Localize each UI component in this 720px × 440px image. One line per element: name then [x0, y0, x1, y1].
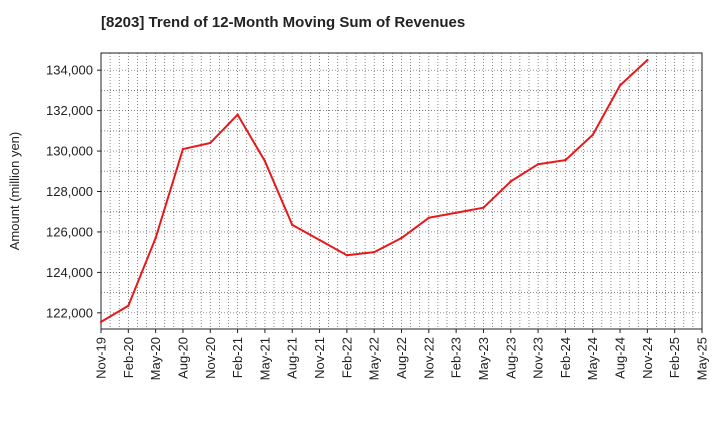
x-tick-label: Aug-24 [613, 337, 628, 379]
x-tick-label: Feb-24 [558, 337, 573, 378]
data-point [646, 58, 649, 62]
x-tick-label: Aug-20 [175, 337, 190, 379]
chart-title: [8203] Trend of 12-Month Moving Sum of R… [101, 14, 466, 31]
x-tick-label: Nov-21 [312, 337, 327, 379]
x-tick-label: Feb-21 [230, 337, 245, 378]
x-tick-label: May-24 [585, 337, 600, 380]
data-point [454, 211, 458, 214]
x-tick-label: May-25 [695, 337, 710, 380]
y-tick-label: 132,000 [46, 103, 93, 118]
y-tick-label: 122,000 [46, 305, 93, 320]
data-point [127, 304, 130, 307]
x-tick-label: Aug-21 [285, 337, 300, 379]
x-axis: Nov-19 Feb-20 May-20 Aug-20 Nov-20 Feb-21 May-… [94, 329, 710, 380]
grid-lines [101, 53, 702, 329]
data-point [482, 206, 485, 209]
data-point [618, 84, 622, 87]
x-tick-label: May-23 [476, 337, 491, 380]
x-tick-label: Feb-22 [339, 337, 354, 378]
data-point [591, 133, 594, 137]
data-point [236, 113, 239, 116]
x-tick-label: Nov-19 [94, 337, 109, 379]
x-tick-label: Aug-22 [394, 337, 409, 379]
y-axis: 122,000 124,000 126,000 128,000 130,000 132,0… [46, 63, 101, 320]
x-tick-label: Feb-23 [449, 337, 464, 378]
y-tick-label: 134,000 [46, 63, 93, 78]
x-tick-label: Feb-20 [121, 337, 136, 378]
x-tick-label: May-21 [257, 337, 272, 380]
data-point [345, 253, 349, 257]
data-point [564, 158, 567, 162]
y-tick-label: 128,000 [46, 184, 93, 199]
data-point [263, 159, 267, 163]
data-point [181, 147, 185, 151]
y-tick-label: 126,000 [46, 224, 93, 239]
x-tick-label: Feb-25 [667, 337, 682, 378]
x-tick-label: Aug-23 [503, 337, 518, 379]
x-tick-label: Nov-24 [640, 337, 655, 379]
data-point [536, 163, 540, 166]
x-tick-label: Nov-20 [203, 337, 218, 379]
x-tick-label: Nov-23 [531, 337, 546, 379]
data-point [400, 236, 403, 240]
x-tick-label: May-20 [148, 337, 163, 380]
data-point [509, 180, 512, 183]
series-layer [99, 58, 649, 324]
data-point [154, 236, 157, 240]
data-point [372, 250, 376, 254]
data-point [318, 238, 321, 242]
data-point [209, 141, 212, 145]
x-tick-label: May-22 [367, 337, 382, 380]
y-tick-label: 130,000 [46, 144, 93, 159]
y-axis-label: Amount (million yen) [7, 132, 22, 251]
data-point [99, 320, 103, 324]
data-point [427, 216, 431, 219]
data-point [291, 223, 294, 227]
y-tick-label: 124,000 [46, 265, 93, 280]
x-tick-label: Nov-22 [421, 337, 436, 379]
